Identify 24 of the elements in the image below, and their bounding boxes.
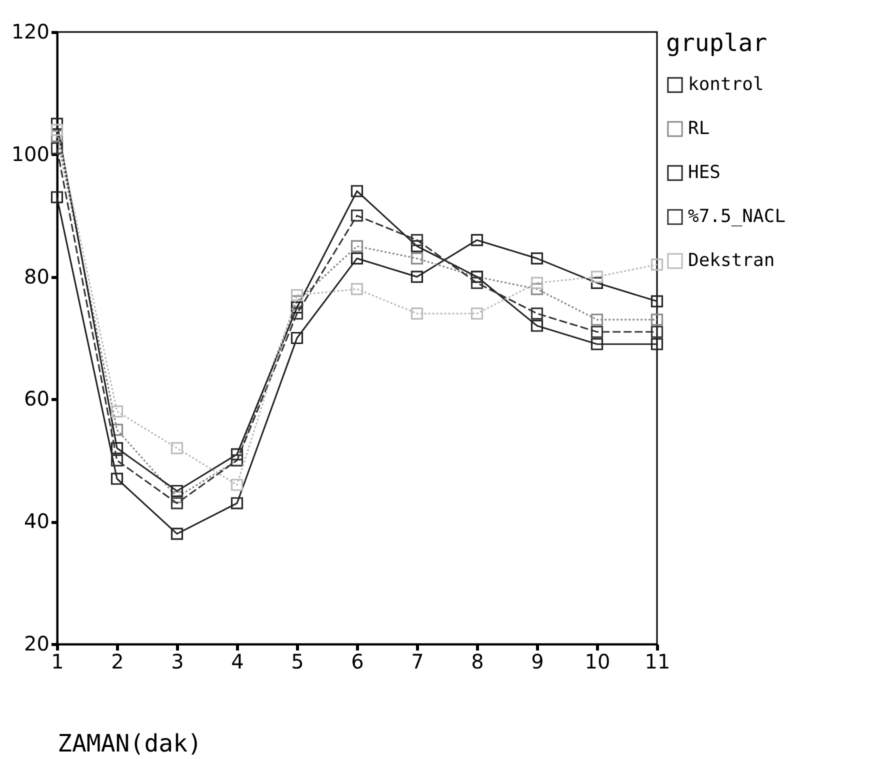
y-tick-label: 20 [24, 632, 50, 656]
y-tick-label: 80 [24, 264, 50, 288]
y-tick-label: 120 [11, 20, 50, 44]
x-tick-label: 2 [111, 650, 124, 674]
x-tick-label: 7 [411, 650, 424, 674]
y-tick-label: 60 [24, 386, 50, 411]
x-tick-label: 9 [531, 650, 544, 674]
legend-label: kontrol [688, 74, 764, 95]
y-tick-label: 100 [11, 142, 50, 166]
legend-label: %7.5_NACL [688, 206, 786, 227]
x-tick-label: 1 [51, 650, 64, 674]
x-axis-title: ZAMAN(dak) [58, 730, 202, 758]
x-tick-label: 5 [291, 650, 304, 674]
legend-label: Dekstran [688, 250, 775, 271]
x-tick-label: 8 [471, 650, 484, 674]
x-tick-label: 4 [231, 650, 244, 674]
legend-label: HES [688, 162, 721, 183]
x-tick-label: 10 [584, 650, 610, 674]
legend-label: RL [688, 118, 710, 139]
x-tick-label: 11 [644, 650, 670, 674]
x-tick-label: 6 [351, 650, 364, 674]
x-tick-label: 3 [171, 650, 184, 674]
legend-title: gruplar [666, 29, 768, 57]
y-tick-label: 40 [24, 509, 50, 534]
